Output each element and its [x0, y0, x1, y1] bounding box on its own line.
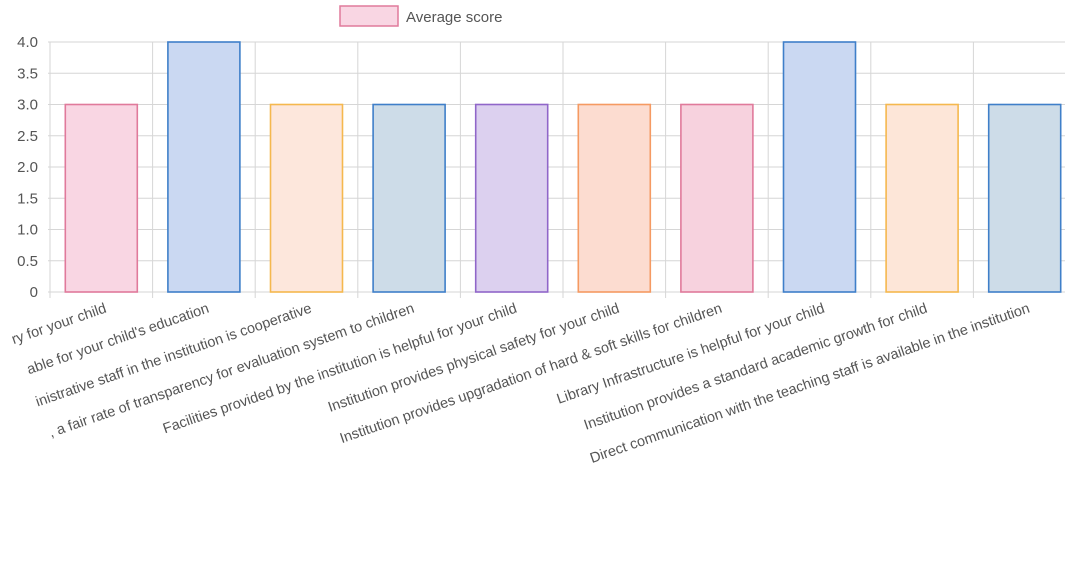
y-tick-label: 3.5: [17, 65, 38, 82]
bar[interactable]: [782, 41, 857, 293]
y-tick-label: 2.5: [17, 128, 38, 145]
y-axis-ticks: 0 0.5 1.0 1.5 2.0 2.5 3.0 3.5 4.0: [17, 34, 38, 301]
bar[interactable]: [167, 41, 241, 293]
bars: [64, 41, 1062, 293]
y-tick-label: 0.5: [17, 253, 38, 270]
bar[interactable]: [269, 103, 344, 293]
bar[interactable]: [474, 103, 549, 293]
bar[interactable]: [680, 103, 754, 293]
y-tick-label: 1.0: [17, 222, 38, 239]
legend-label: Average score: [406, 9, 502, 26]
y-tick-label: 1.5: [17, 190, 38, 207]
legend[interactable]: Average score: [339, 5, 502, 27]
y-tick-label: 0: [30, 284, 38, 301]
legend-swatch: [339, 5, 399, 27]
y-tick-label: 2.0: [17, 159, 38, 176]
bar[interactable]: [372, 103, 446, 293]
y-tick-label: 4.0: [17, 34, 38, 51]
bar[interactable]: [577, 103, 652, 293]
bar[interactable]: [987, 103, 1062, 293]
y-tick-label: 3.0: [17, 97, 38, 114]
bar[interactable]: [64, 103, 139, 293]
bar[interactable]: [885, 103, 959, 293]
